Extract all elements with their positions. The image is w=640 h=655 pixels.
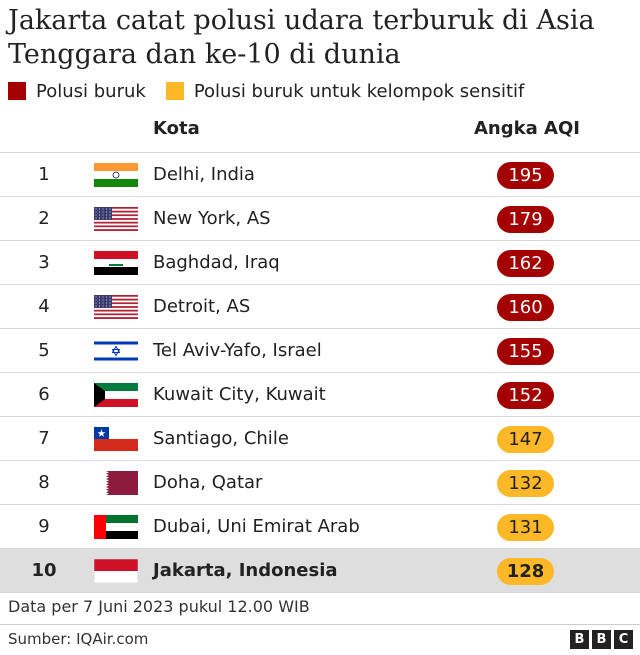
table-row: 6 Kuwait City, Kuwait 152 (0, 372, 640, 416)
legend-swatch-sensitive (165, 82, 184, 100)
rank-number: 3 (38, 252, 50, 273)
aqi-value-badge: 160 (497, 294, 554, 321)
bbc-logo-letter: C (614, 630, 633, 649)
indonesia-flag-icon (94, 559, 138, 583)
qatar-flag-icon (94, 471, 138, 495)
uae-flag-icon (94, 515, 138, 539)
aqi-value-badge: 162 (497, 250, 554, 277)
table-row: 3 Baghdad, Iraq 162 (0, 240, 640, 284)
footer-divider (0, 624, 640, 625)
table-row: 10 Jakarta, Indonesia 128 (0, 548, 640, 592)
city-name: Dubai, Uni Emirat Arab (153, 516, 360, 537)
city-name: Baghdad, Iraq (153, 252, 280, 273)
usa-flag-icon (94, 207, 138, 231)
israel-flag-icon (94, 339, 138, 363)
kuwait-flag-icon (94, 383, 138, 407)
city-name: Jakarta, Indonesia (153, 560, 338, 581)
table-row: 9 Dubai, Uni Emirat Arab 131 (0, 504, 640, 548)
legend-item-sensitive: Polusi buruk untuk kelompok sensitif (165, 80, 525, 102)
usa-flag-icon (94, 295, 138, 319)
rank-number: 10 (31, 560, 57, 581)
ranking-table: 1 Delhi, India 195 2 New York, AS 179 3 Baghdad… (0, 152, 640, 592)
city-name: Kuwait City, Kuwait (153, 384, 326, 405)
bbc-logo: B B C (570, 630, 633, 649)
iraq-flag-icon (94, 251, 138, 275)
city-name: New York, AS (153, 208, 271, 229)
legend-item-bad: Polusi buruk (8, 81, 146, 102)
bbc-logo-letter: B (570, 630, 589, 649)
aqi-value-badge: 195 (497, 162, 554, 189)
source-credit: Sumber: IQAir.com (8, 630, 149, 648)
legend-label-bad: Polusi buruk (36, 80, 146, 102)
table-row: 8 Doha, Qatar 132 (0, 460, 640, 504)
table-row: 4 Detroit, AS 160 (0, 284, 640, 328)
aqi-value-badge: 131 (497, 514, 554, 541)
rank-number: 4 (38, 296, 50, 317)
legend-swatch-bad (8, 82, 26, 100)
table-row: 5 Tel Aviv-Yafo, Israel 155 (0, 328, 640, 372)
city-name: Delhi, India (153, 164, 255, 185)
city-name: Tel Aviv-Yafo, Israel (153, 340, 322, 361)
rank-number: 5 (38, 340, 50, 361)
aqi-value-badge: 155 (497, 338, 554, 365)
city-name: Detroit, AS (153, 296, 251, 317)
city-name: Santiago, Chile (153, 428, 289, 449)
legend-label-sensitive: Polusi buruk untuk kelompok sensitif (193, 80, 525, 102)
rank-number: 8 (38, 472, 50, 493)
india-flag-icon (94, 163, 138, 187)
aqi-value-badge: 179 (497, 206, 554, 233)
table-row: 2 New York, AS 179 (0, 196, 640, 240)
table-bottom-divider (0, 592, 640, 593)
rank-number: 2 (38, 208, 50, 229)
bbc-logo-letter: B (592, 630, 611, 649)
aqi-value-badge: 147 (497, 426, 554, 453)
table-row: 7 Santiago, Chile 147 (0, 416, 640, 460)
aqi-value-badge: 152 (497, 382, 554, 409)
data-timestamp-note: Data per 7 Juni 2023 pukul 12.00 WIB (8, 597, 310, 616)
rank-number: 9 (38, 516, 50, 537)
chile-flag-icon (94, 427, 138, 451)
legend: Polusi buruk Polusi buruk untuk kelompok… (8, 80, 544, 102)
column-header-aqi: Angka AQI (474, 118, 580, 139)
rank-number: 7 (38, 428, 50, 449)
aqi-value-badge: 128 (497, 558, 554, 585)
city-name: Doha, Qatar (153, 472, 263, 493)
table-row: 1 Delhi, India 195 (0, 152, 640, 196)
column-header-city: Kota (153, 118, 200, 139)
aqi-value-badge: 132 (497, 470, 554, 497)
rank-number: 1 (38, 164, 50, 185)
rank-number: 6 (38, 384, 50, 405)
chart-title: Jakarta catat polusi udara terburuk di A… (8, 5, 595, 70)
